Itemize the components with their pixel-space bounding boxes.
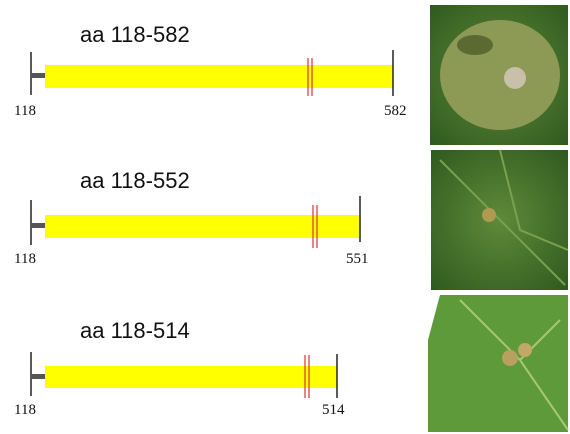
construct-title: aa 118-514 — [80, 318, 190, 343]
construct-title: aa 118-582 — [80, 22, 190, 47]
end-label: 551 — [346, 251, 369, 267]
domain-bar — [45, 65, 393, 88]
end-label: 514 — [322, 402, 345, 418]
figure: aa 118-582 118 582 aa 118-552 118 551 — [0, 0, 570, 434]
construct-row: aa 118-582 118 582 — [14, 5, 568, 145]
start-label: 118 — [14, 103, 36, 119]
leader — [31, 223, 45, 228]
end-label: 582 — [384, 103, 407, 119]
leader — [31, 73, 45, 78]
construct-row: aa 118-514 118 514 — [14, 295, 568, 432]
leaf-photo — [428, 295, 568, 432]
leaf-photo — [431, 150, 568, 290]
construct-title: aa 118-552 — [80, 168, 190, 193]
leader — [31, 374, 45, 379]
leaf-photo — [430, 5, 568, 145]
start-label: 118 — [14, 402, 36, 418]
construct-row: aa 118-552 118 551 — [14, 150, 568, 290]
start-label: 118 — [14, 251, 36, 267]
domain-bar — [45, 366, 337, 388]
